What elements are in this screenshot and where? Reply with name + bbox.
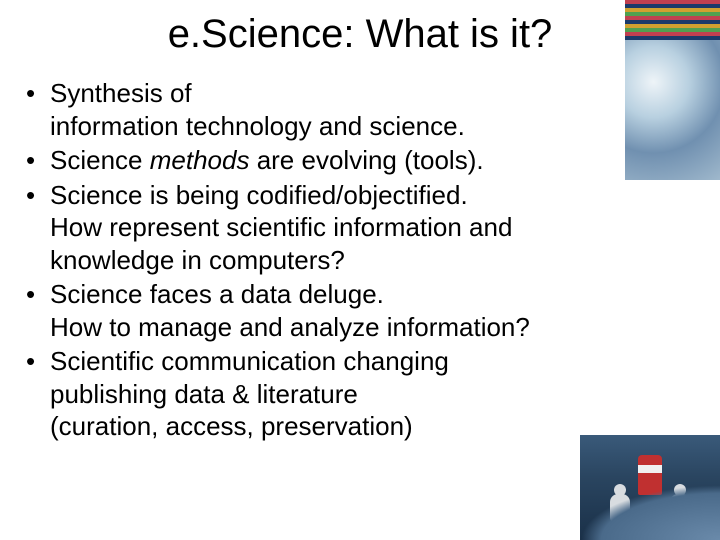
bottom-right-image — [580, 435, 720, 540]
bullet-item: Science faces a data deluge.How to manag… — [22, 278, 600, 343]
genomic-stripes-icon — [625, 0, 720, 40]
molecular-cloud-icon — [625, 40, 720, 180]
bullet-item: Science methods are evolving (tools). — [22, 144, 600, 177]
bullet-item: Synthesis ofinformation technology and s… — [22, 77, 600, 142]
bullet-list-container: Synthesis ofinformation technology and s… — [0, 77, 720, 443]
bullet-list: Synthesis ofinformation technology and s… — [22, 77, 600, 443]
slide-title: e.Science: What is it? — [0, 0, 720, 77]
bullet-item: Scientific communication changingpublish… — [22, 345, 600, 443]
bullet-item: Science is being codified/objectified.Ho… — [22, 179, 600, 277]
wave-icon — [580, 485, 720, 540]
top-right-image — [625, 0, 720, 180]
